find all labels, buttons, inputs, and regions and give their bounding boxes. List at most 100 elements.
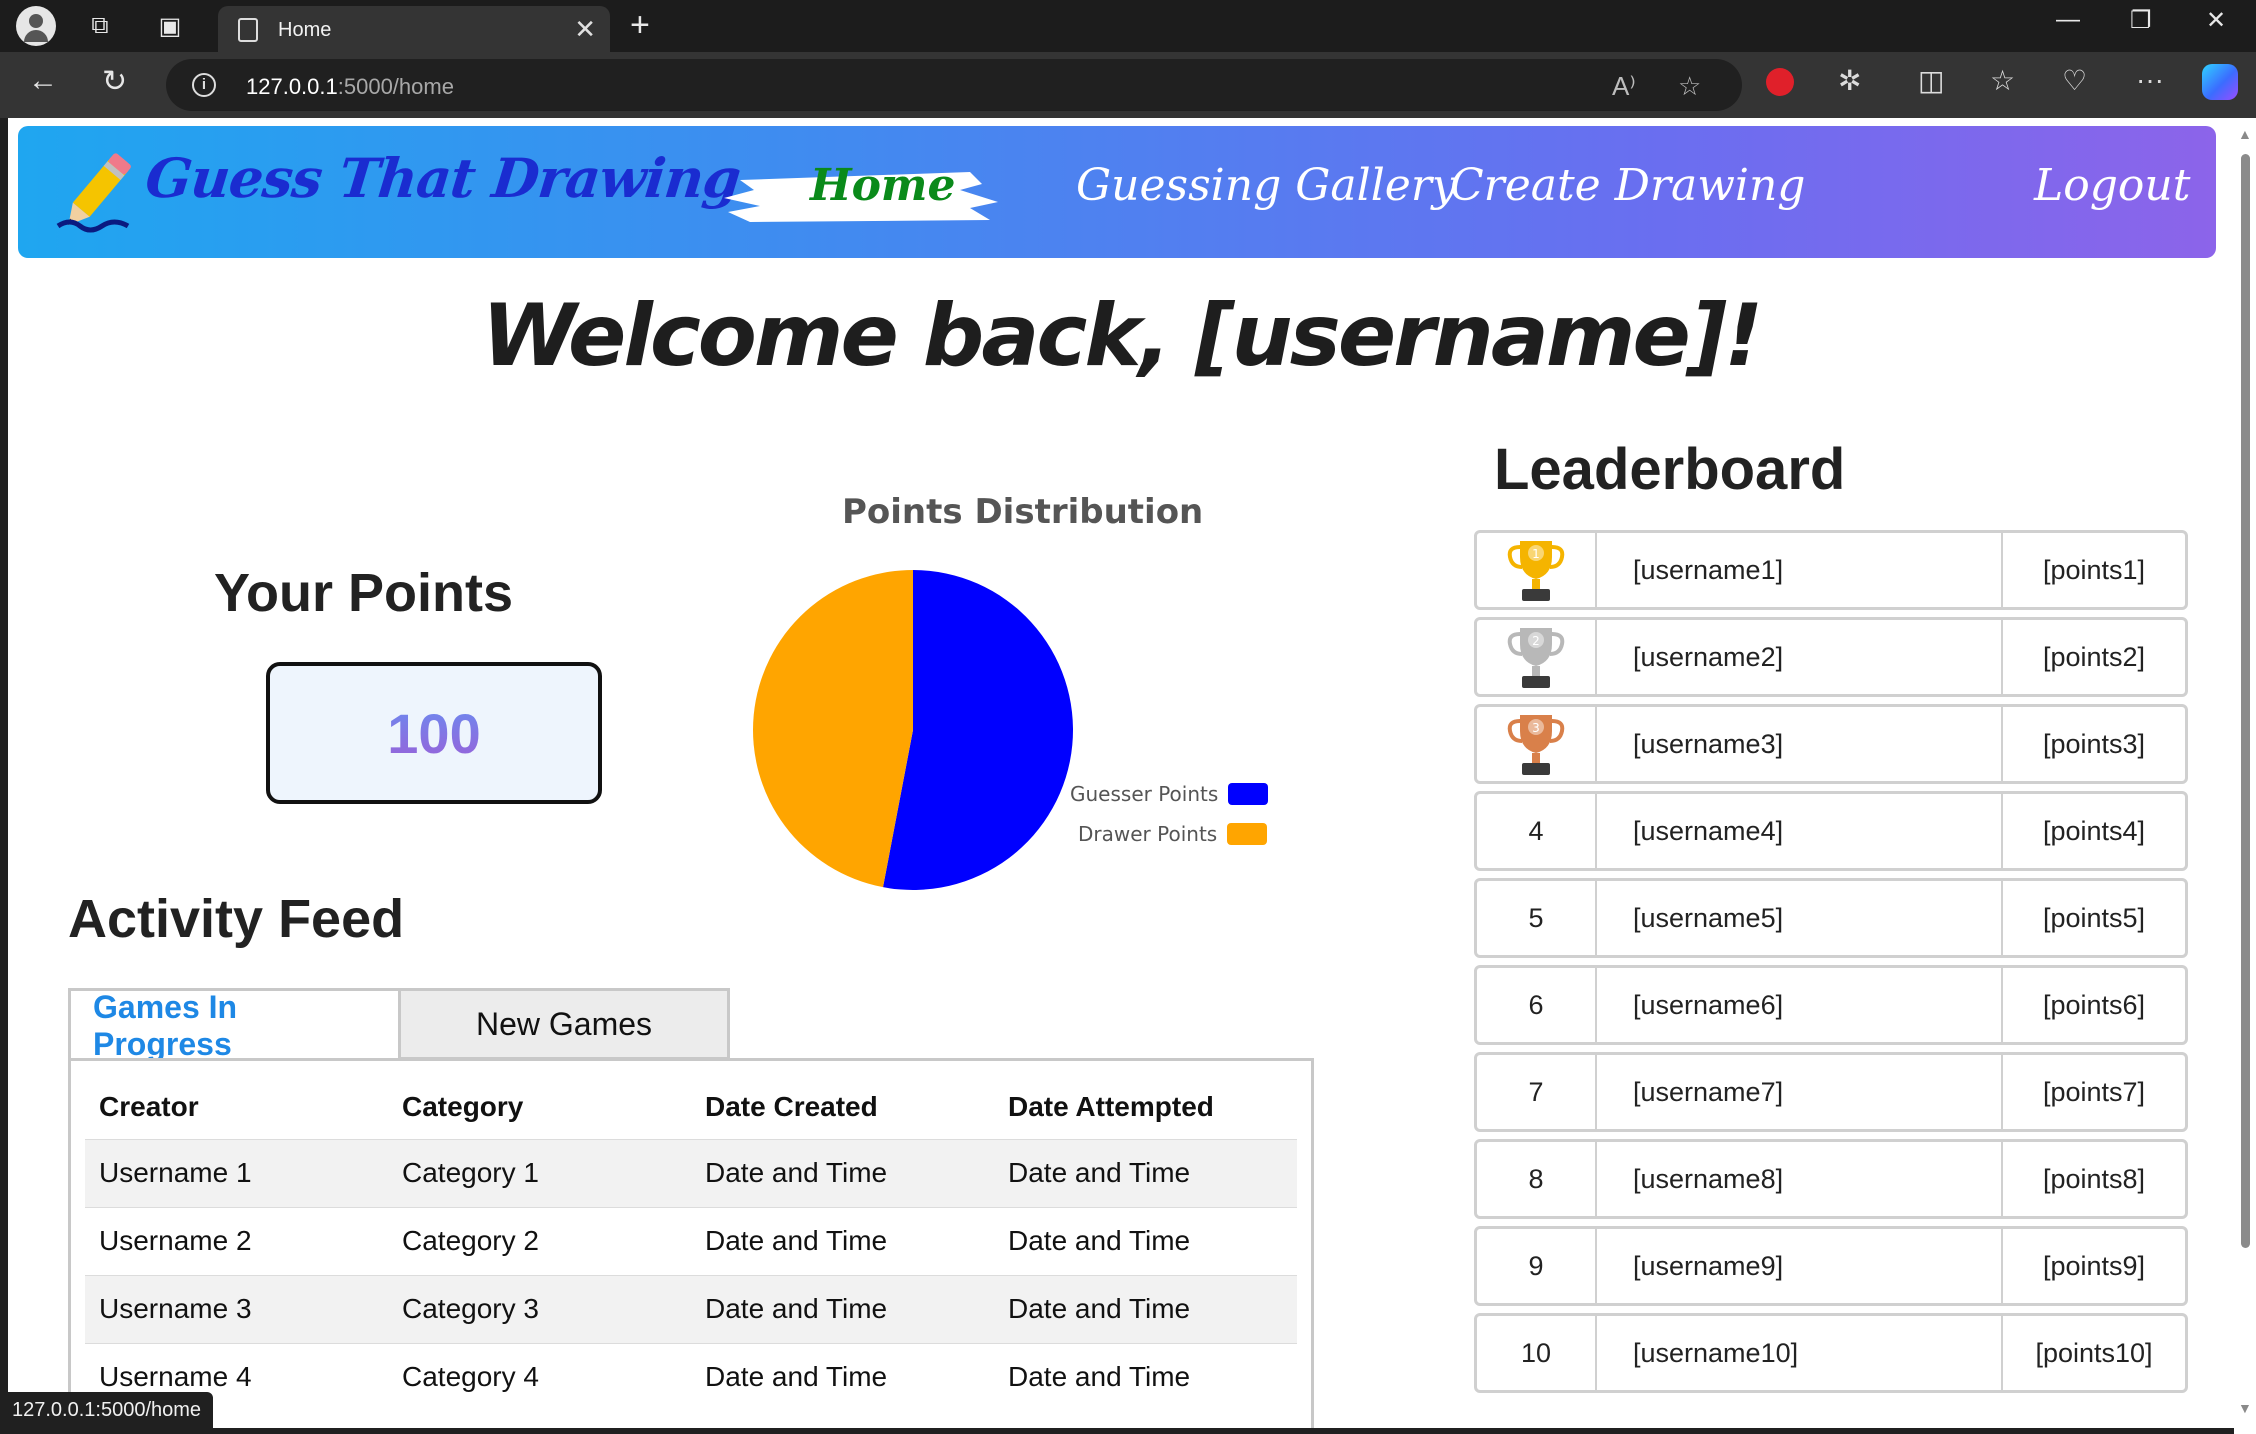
scroll-up-arrow-icon[interactable]: ▲ [2238,126,2252,142]
site-header: Guess That Drawing Home Guessing Gallery… [18,126,2216,258]
leaderboard-rank: 7 [1477,1055,1597,1129]
favorite-star-icon[interactable]: ☆ [1678,71,1702,101]
legend-swatch-guesser [1228,783,1269,805]
window-close-icon[interactable]: ✕ [2206,7,2227,34]
leaderboard-points: [points3] [2001,707,2185,781]
legend-label-guesser: Guesser Points [1070,782,1219,806]
leaderboard-row: 2 [username2] [points2] [1474,617,2188,697]
cell-creator: Username 3 [85,1274,388,1343]
browser-tab-home[interactable]: Home ✕ [218,6,610,52]
favorites-icon[interactable]: ☆ [1990,65,2016,96]
leaderboard-list: 1 [username1] [points1] 2 [username2] [points… [1474,530,2188,1400]
tab-title: Home [278,19,332,41]
leaderboard-points: [points1] [2001,533,2185,607]
pencil-logo-icon [56,153,131,233]
new-tab-icon[interactable]: + [630,6,650,44]
leaderboard-username: [username9] [1633,1251,1784,1281]
table-row[interactable]: Username 3 Category 3 Date and Time Date an… [85,1274,1297,1343]
cell-category: Category 4 [388,1342,691,1411]
pie-slice-guesser[interactable] [883,570,1073,890]
leaderboard-username: [username10] [1633,1338,1799,1368]
leaderboard-username: [username5] [1633,903,1784,933]
gold-trophy-icon: 1 [1477,533,1597,607]
leaderboard-row: 8 [username8] [points8] [1474,1139,2188,1219]
extension-stop-icon[interactable] [1766,68,1794,96]
browser-toolbar: ← ↻ i 127.0.0.1:5000/home A⁾ ☆ ✲ ◫ ☆ ♡ ·… [0,52,2256,118]
leaderboard-points: [points10] [2001,1316,2185,1390]
browser-essentials-icon[interactable]: ♡ [2062,65,2088,96]
tab-new-games[interactable]: New Games [398,988,730,1060]
leaderboard-username: [username7] [1633,1077,1784,1107]
column-header-category: Category [402,1090,524,1122]
page-scrollbar[interactable]: ▲ ▼ [2234,118,2256,1434]
table-row[interactable]: Username 1 Category 1 Date and Time Date an… [85,1138,1297,1207]
points-distribution-chart [753,570,1073,890]
leaderboard-username: [username8] [1633,1164,1784,1194]
leaderboard-row: 3 [username3] [points3] [1474,704,2188,784]
cell-creator: Username 1 [85,1138,388,1207]
nav-link-create-drawing[interactable]: Create Drawing [1450,160,1806,211]
restore-icon[interactable]: ❐ [2130,7,2152,34]
leaderboard-row: 7 [username7] [points7] [1474,1052,2188,1132]
tab-games-in-progress[interactable]: Games In Progress [68,988,398,1062]
workspaces-icon[interactable]: ⧉ [91,12,109,39]
site-logo-text[interactable]: Guess That Drawing [142,146,744,210]
column-header-creator: Creator [99,1090,199,1122]
scroll-down-arrow-icon[interactable]: ▼ [2238,1400,2252,1416]
cell-date-created: Date and Time [691,1342,994,1411]
site-info-icon[interactable]: i [192,73,216,97]
legend-swatch-drawer [1227,823,1268,845]
minimize-icon[interactable]: — [2056,6,2080,33]
leaderboard-row: 10 [username10] [points10] [1474,1313,2188,1393]
url-text[interactable]: 127.0.0.1:5000/home [246,74,454,99]
leaderboard-points: [points6] [2001,968,2185,1042]
table-row[interactable]: Username 4 Category 4 Date and Time Date an… [85,1342,1297,1411]
nav-link-home[interactable]: Home [810,160,956,211]
leaderboard-rank: 5 [1477,881,1597,955]
page-viewport: Guess That Drawing Home Guessing Gallery… [8,118,2234,1428]
leaderboard-points: [points7] [2001,1055,2185,1129]
cell-date-created: Date and Time [691,1206,994,1275]
read-aloud-icon[interactable]: A⁾ [1612,71,1636,101]
cell-creator: Username 2 [85,1206,388,1275]
column-header-date-created: Date Created [705,1090,878,1122]
profile-avatar-icon[interactable] [16,6,56,46]
logout-link[interactable]: Logout [2034,160,2191,211]
status-url-tooltip: 127.0.0.1:5000/home [0,1392,214,1428]
vertical-tabs-icon[interactable]: ▣ [158,12,182,40]
nav-link-guessing-gallery[interactable]: Guessing Gallery [1076,160,1457,211]
leaderboard-rank: 8 [1477,1142,1597,1216]
leaderboard-username: [username3] [1633,729,1784,759]
extensions-icon[interactable]: ✲ [1838,65,1862,96]
points-box: 100 [266,662,602,804]
chart-title: Points Distribution [842,492,1204,532]
leaderboard-points: [points8] [2001,1142,2185,1216]
leaderboard-rank: 9 [1477,1229,1597,1303]
scroll-thumb[interactable] [2241,154,2250,1248]
activity-tabs: Games In Progress New Games [68,988,730,1062]
column-header-date-attempted: Date Attempted [1008,1090,1214,1122]
svg-text:2: 2 [1532,634,1540,648]
split-screen-icon[interactable]: ◫ [1918,65,1945,96]
address-bar[interactable]: i 127.0.0.1:5000/home A⁾ ☆ [166,59,1742,111]
table-row[interactable]: Username 2 Category 2 Date and Time Date an… [85,1206,1297,1275]
more-menu-icon[interactable]: ··· [2136,64,2164,95]
refresh-icon[interactable]: ↻ [102,65,128,98]
cell-date-attempted: Date and Time [994,1206,1297,1275]
bronze-trophy-icon: 3 [1477,707,1597,781]
tab-close-icon[interactable]: ✕ [574,14,596,44]
copilot-icon[interactable] [2202,64,2238,100]
leaderboard-points: [points5] [2001,881,2185,955]
leaderboard-row: 4 [username4] [points4] [1474,791,2188,871]
leaderboard-points: [points2] [2001,620,2185,694]
cell-creator: Username 4 [85,1342,388,1411]
leaderboard-username: [username6] [1633,990,1784,1020]
leaderboard-row: 6 [username6] [points6] [1474,965,2188,1045]
pie-slice-drawer[interactable] [753,570,913,888]
legend-item-drawer[interactable]: Drawer Points [1070,822,1268,846]
leaderboard-username: [username4] [1633,816,1784,846]
back-arrow-icon[interactable]: ← [28,64,58,97]
legend-item-guesser[interactable]: Guesser Points [1070,782,1269,806]
activity-feed-title: Activity Feed [68,889,405,949]
cell-date-attempted: Date and Time [994,1138,1297,1207]
